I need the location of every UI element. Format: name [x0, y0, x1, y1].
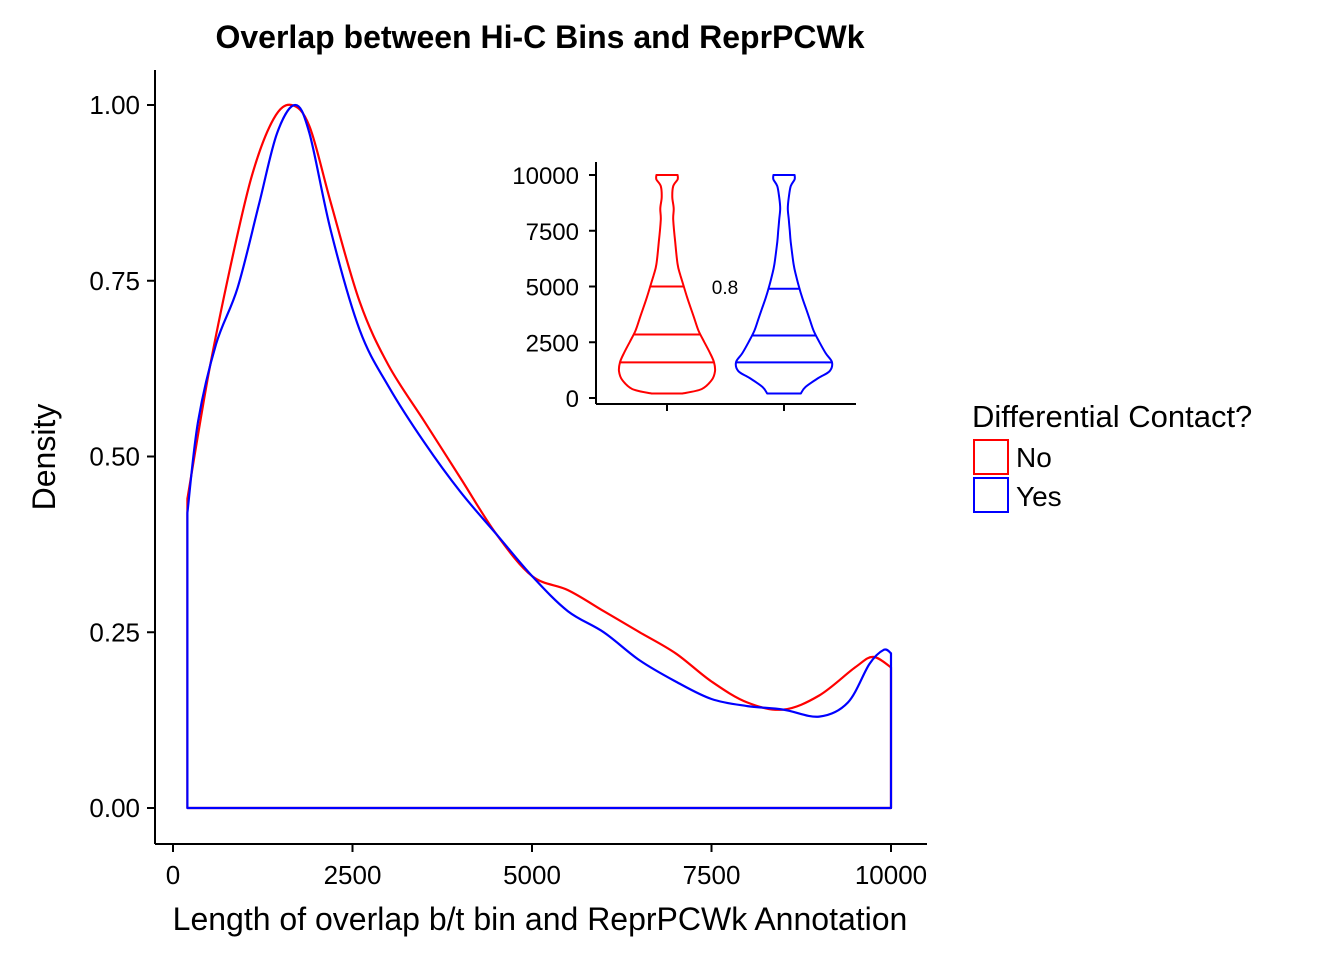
legend: Differential Contact? No Yes: [972, 399, 1252, 513]
legend-label-no: No: [1016, 442, 1052, 473]
density-curves: [186, 103, 893, 810]
legend-key-no: [973, 439, 1009, 475]
y-tick-label: 0.00: [89, 793, 140, 823]
x-axis-title: Length of overlap b/t bin and ReprPCWk A…: [173, 901, 908, 937]
inset-y-tick-label: 0: [566, 386, 579, 413]
inset-y-tick-label: 2500: [526, 330, 579, 357]
legend-label-yes: Yes: [1016, 481, 1062, 512]
x-axis-ticks: 0 2500 5000 7500 10000: [166, 844, 927, 890]
inset-annotation: 0.8: [712, 278, 738, 299]
x-tick-label: 7500: [683, 860, 741, 890]
legend-key-yes: [973, 477, 1009, 513]
density-series-yes: [186, 103, 893, 810]
x-tick-label: 10000: [855, 860, 927, 890]
legend-item-no: No: [973, 439, 1052, 475]
inset-y-tick-label: 5000: [526, 275, 579, 302]
inset-violins: [617, 174, 834, 395]
inset-y-axis-ticks: 0 2500 5000 7500 10000: [512, 163, 596, 413]
x-tick-label: 5000: [503, 860, 561, 890]
inset-y-tick-label: 7500: [526, 219, 579, 246]
inset-x-axis-ticks: [666, 404, 785, 411]
density-series-no: [186, 103, 893, 810]
legend-title: Differential Contact?: [972, 399, 1252, 434]
inset-violin-plot: 0 2500 5000 7500 10000 0.8: [512, 162, 856, 413]
y-axis-title: Density: [26, 404, 62, 511]
inset-y-tick-label: 10000: [512, 163, 579, 190]
violin-no: [617, 174, 717, 395]
chart-title: Overlap between Hi-C Bins and ReprPCWk: [215, 19, 864, 55]
x-tick-label: 2500: [324, 860, 382, 890]
violin-yes: [734, 174, 834, 395]
y-tick-label: 0.75: [89, 266, 140, 296]
y-axis-ticks: 0.00 0.25 0.50 0.75 1.00: [89, 90, 155, 823]
main-axes: 0 2500 5000 7500 10000 0.00 0.25 0.50 0.75 1.00: [89, 70, 927, 890]
y-tick-label: 0.50: [89, 442, 140, 472]
x-tick-label: 0: [166, 860, 180, 890]
legend-item-yes: Yes: [973, 477, 1062, 513]
y-tick-label: 0.25: [89, 617, 140, 647]
y-tick-label: 1.00: [89, 90, 140, 120]
